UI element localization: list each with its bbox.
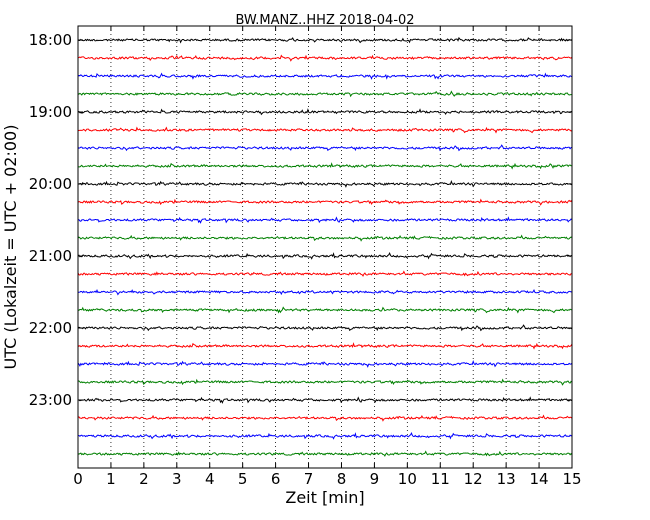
seismic-trace (77, 126, 573, 134)
seismic-traces (77, 36, 573, 457)
x-tick-label: 15 (562, 470, 581, 488)
y-axis-ticks: 18:00 19:00 20:00 21:00 22:00 23:00 (29, 31, 572, 409)
seismic-trace (77, 180, 573, 188)
grid-lines (110, 26, 540, 468)
x-tick-label: 14 (530, 470, 549, 488)
y-tick-label: 23:00 (29, 391, 72, 409)
seismic-trace (77, 162, 573, 170)
seismic-trace (77, 270, 573, 277)
x-tick-label: 7 (304, 470, 314, 488)
seismic-trace (77, 251, 573, 260)
x-tick-label: 9 (370, 470, 380, 488)
seismic-trace (77, 54, 573, 62)
seismic-trace (77, 198, 573, 206)
x-tick-label: 1 (106, 470, 116, 488)
seismic-trace (77, 234, 573, 242)
seismic-trace (77, 216, 573, 224)
seismic-trace (77, 431, 573, 440)
x-axis-label: Zeit [min] (285, 488, 364, 507)
seismic-trace (77, 450, 573, 457)
x-tick-label: 11 (431, 470, 450, 488)
x-tick-label: 3 (172, 470, 182, 488)
seismic-trace (77, 108, 573, 116)
seismic-trace (77, 342, 573, 350)
y-axis-label: UTC (Lokalzeit = UTC + 02:00) (1, 125, 20, 370)
y-tick-label: 21:00 (29, 247, 72, 265)
seismic-trace (77, 90, 573, 98)
seismic-trace (77, 72, 573, 80)
seismic-trace (77, 414, 573, 422)
x-tick-label: 4 (205, 470, 215, 488)
seismic-trace (77, 306, 573, 314)
seismic-trace (77, 378, 573, 386)
x-tick-label: 6 (271, 470, 281, 488)
y-tick-label: 19:00 (29, 103, 72, 121)
seismic-trace (77, 144, 573, 152)
x-tick-label: 12 (464, 470, 483, 488)
x-tick-label: 8 (337, 470, 347, 488)
x-tick-label: 10 (398, 470, 417, 488)
y-tick-label: 20:00 (29, 175, 72, 193)
chart-title: BW.MANZ..HHZ 2018-04-02 (235, 13, 414, 28)
plot-frame (77, 25, 573, 469)
y-tick-label: 22:00 (29, 319, 72, 337)
x-tick-label: 13 (497, 470, 516, 488)
x-axis-ticks: 0 1 2 3 4 5 6 7 8 9 10 11 12 13 14 15 (73, 26, 582, 488)
x-tick-label: 0 (73, 470, 83, 488)
seismic-trace (77, 324, 573, 332)
seismic-trace (77, 36, 573, 44)
x-tick-label: 2 (139, 470, 149, 488)
x-tick-label: 5 (238, 470, 248, 488)
seismic-trace (77, 396, 573, 404)
seismic-trace (77, 288, 573, 296)
y-tick-label: 18:00 (29, 31, 72, 49)
seismic-trace (77, 360, 573, 368)
